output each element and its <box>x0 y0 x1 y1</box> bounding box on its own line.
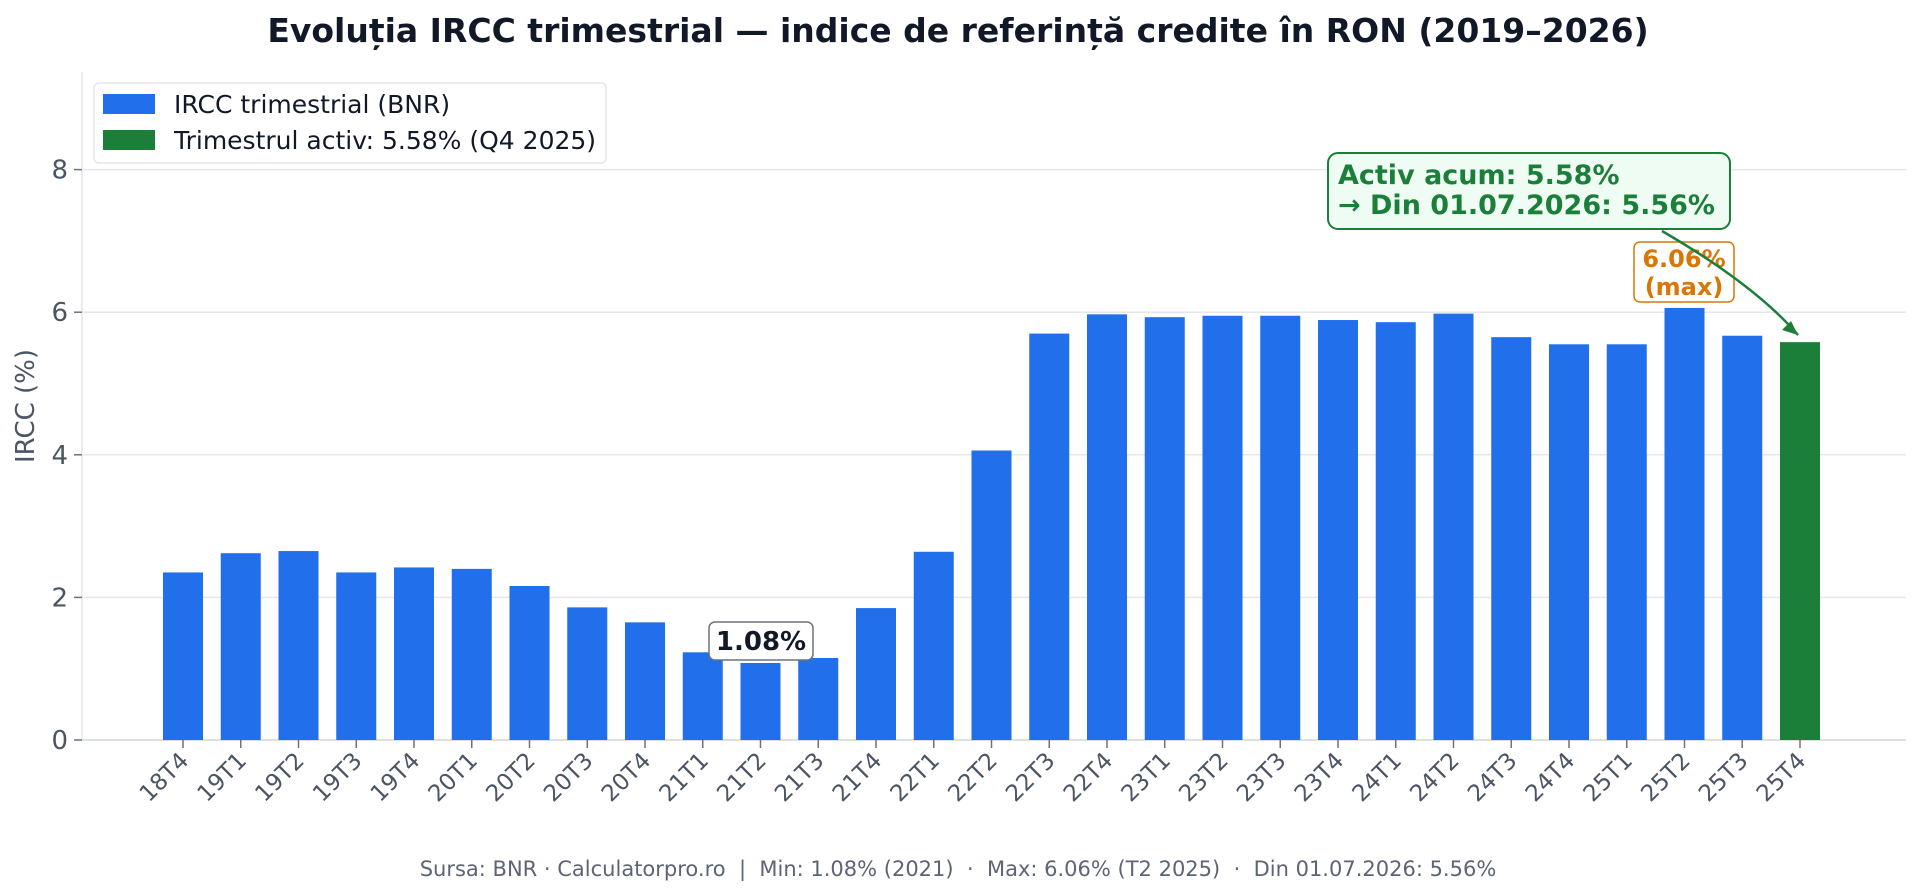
bar-23T3 <box>1260 315 1301 740</box>
x-tick-label-24T4: 24T4 <box>1521 748 1580 807</box>
y-tick-label: 8 <box>51 156 68 186</box>
bar-19T3 <box>336 572 377 740</box>
bar-19T1 <box>220 553 261 740</box>
active-annotation-arrowhead <box>1782 321 1798 335</box>
bar-22T4 <box>1087 314 1127 740</box>
x-tick-label-25T4: 25T4 <box>1752 748 1811 807</box>
y-tick-labels: 0 2 4 6 8 <box>51 156 82 756</box>
bar-25T2 <box>1664 307 1705 740</box>
chart-title: Evoluția IRCC trimestrial — indice de re… <box>267 11 1648 50</box>
bar-21T2 <box>740 663 781 740</box>
x-tick-label-24T1: 24T1 <box>1348 748 1407 807</box>
bar-25T1 <box>1606 344 1647 740</box>
bars-layer <box>163 307 1820 741</box>
x-tick-label-21T4: 21T4 <box>828 748 887 807</box>
x-tick-label-22T2: 22T2 <box>943 748 1002 807</box>
x-tick-label-18T4: 18T4 <box>135 748 194 807</box>
bar-20T4 <box>625 622 665 740</box>
x-tick-label-19T3: 19T3 <box>308 748 367 807</box>
bar-24T3 <box>1491 337 1532 740</box>
legend-swatch-active <box>103 130 155 150</box>
max-annotation-line1: 6.06% <box>1642 245 1725 273</box>
legend-box <box>93 82 607 164</box>
bar-20T2 <box>509 585 550 740</box>
active-annotation-box <box>1327 152 1731 230</box>
x-tick-label-22T1: 22T1 <box>886 748 945 807</box>
bar-24T2 <box>1433 313 1474 740</box>
bar-19T2 <box>278 551 319 740</box>
x-tick-label-20T2: 20T2 <box>481 748 540 807</box>
bar-22T2 <box>971 450 1012 740</box>
active-annotation-line2: → Din 01.07.2026: 5.56% <box>1338 190 1715 221</box>
legend-label-active: Trimestrul activ: 5.58% (Q4 2025) <box>173 126 596 155</box>
x-tick-label-21T3: 21T3 <box>770 748 829 807</box>
x-tick-label-23T4: 23T4 <box>1290 748 1349 807</box>
bar-20T3 <box>567 607 608 740</box>
min-annotation: 1.08% <box>708 621 814 661</box>
x-tick-label-19T1: 19T1 <box>193 748 252 807</box>
bar-21T1 <box>682 652 723 740</box>
bar-18T4 <box>163 572 203 740</box>
bar-23T4 <box>1318 320 1358 740</box>
legend-swatch-ircc <box>103 94 155 114</box>
x-tick-label-22T4: 22T4 <box>1059 748 1118 807</box>
y-tick-label: 4 <box>51 441 68 471</box>
x-tick-label-20T3: 20T3 <box>539 748 598 807</box>
legend-label-ircc: IRCC trimestrial (BNR) <box>174 90 450 119</box>
legend: IRCC trimestrial (BNR) Trimestrul activ:… <box>93 82 607 164</box>
x-tick-label-21T1: 21T1 <box>655 748 714 807</box>
y-axis-label: IRCC (%) <box>11 349 41 463</box>
bar-24T1 <box>1375 322 1416 740</box>
x-tick-label-19T2: 19T2 <box>250 748 309 807</box>
y-tick-label: 6 <box>51 298 68 328</box>
x-tick-label-22T3: 22T3 <box>1001 748 1060 807</box>
x-tick-label-24T3: 24T3 <box>1463 748 1522 807</box>
max-annotation-line2: (max) <box>1645 273 1724 301</box>
bar-23T2 <box>1202 315 1243 740</box>
x-tick-label-25T1: 25T1 <box>1579 748 1638 807</box>
bar-25T3 <box>1722 335 1763 740</box>
x-tick-label-23T3: 23T3 <box>1232 748 1291 807</box>
bar-23T1 <box>1144 317 1185 740</box>
bar-24T4 <box>1549 344 1589 740</box>
y-tick-label: 0 <box>51 726 68 756</box>
bar-21T4 <box>856 608 896 741</box>
y-tick-label: 2 <box>51 583 68 613</box>
bar-22T1 <box>913 551 954 740</box>
x-tick-label-19T4: 19T4 <box>366 748 425 807</box>
bar-22T3 <box>1029 333 1070 740</box>
x-tick-label-24T2: 24T2 <box>1405 748 1464 807</box>
max-annotation: 6.06% (max) <box>1633 241 1735 303</box>
x-tick-label-20T4: 20T4 <box>597 748 656 807</box>
active-annotation-arrow <box>1661 229 1799 336</box>
bar-21T3 <box>798 658 839 740</box>
x-tick-labels: 18T419T119T219T319T420T120T220T320T421T1… <box>135 740 1811 807</box>
footer-source: Sursa: BNR · Calculatorpro.ro | Min: 1.0… <box>420 857 1497 882</box>
bar-19T4 <box>394 567 434 740</box>
x-tick-label-21T2: 21T2 <box>712 748 771 807</box>
min-annotation-box <box>708 621 814 661</box>
active-annotation: Activ acum: 5.58% → Din 01.07.2026: 5.56… <box>1327 152 1799 336</box>
bar-20T1 <box>451 568 492 740</box>
max-annotation-box <box>1633 241 1735 303</box>
x-tick-label-23T2: 23T2 <box>1174 748 1233 807</box>
x-tick-label-25T3: 25T3 <box>1694 748 1753 807</box>
x-tick-label-23T1: 23T1 <box>1117 748 1176 807</box>
x-tick-label-20T1: 20T1 <box>424 748 483 807</box>
active-annotation-line1: Activ acum: 5.58% <box>1338 160 1620 191</box>
x-tick-label-25T2: 25T2 <box>1636 748 1695 807</box>
bar-active-25T4 <box>1780 342 1820 740</box>
min-annotation-text: 1.08% <box>716 627 806 657</box>
